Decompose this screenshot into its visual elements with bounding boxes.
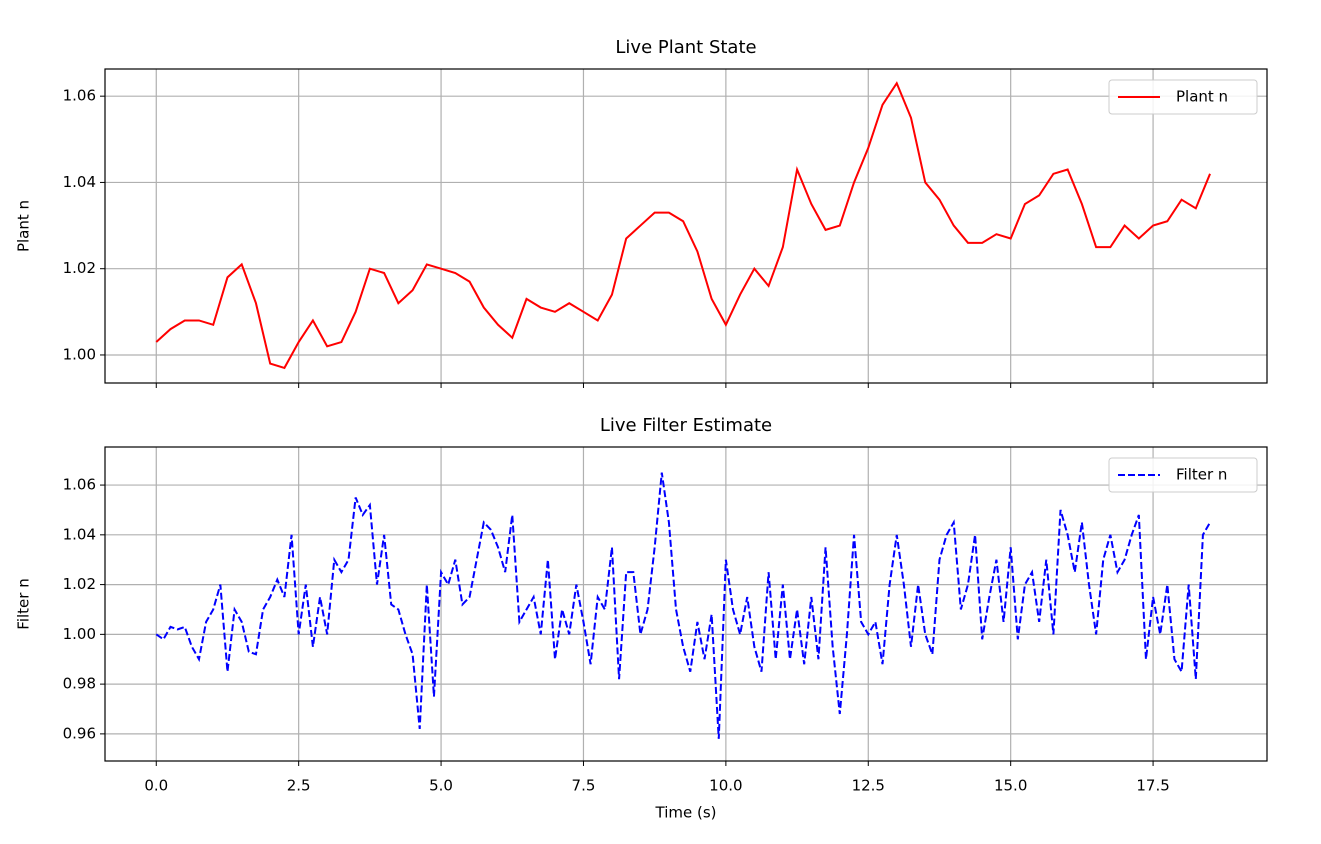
axes-frame [104,68,1268,384]
axes-frame [104,446,1268,762]
y-tick-label: 1.04 [63,525,96,543]
y-axis-label: Filter n [15,578,33,629]
x-tick-label: 12.5 [852,777,885,795]
y-tick-label: 1.06 [63,87,96,105]
legend-box [1108,79,1258,115]
y-tick-label: 1.04 [63,173,96,191]
legend-box [1108,457,1258,493]
y-tick-label: 1.06 [63,476,96,494]
y-axis-label: Plant n [15,200,33,252]
chart-title: Live Plant State [615,37,756,58]
legend-label: Plant n [1176,88,1228,106]
legend-label: Filter n [1176,466,1227,484]
y-tick-label: 1.02 [63,259,96,277]
x-tick-label: 5.0 [429,777,453,795]
y-tick-label: 0.96 [63,724,96,742]
y-tick-label: 1.00 [63,345,96,363]
x-tick-label: 10.0 [709,777,742,795]
x-axis-label: Time (s) [655,804,717,822]
x-tick-label: 2.5 [287,777,311,795]
y-tick-label: 1.02 [63,575,96,593]
x-tick-label: 0.0 [144,777,168,795]
x-tick-label: 7.5 [572,777,596,795]
chart-title: Live Filter Estimate [600,415,772,436]
x-tick-label: 15.0 [994,777,1027,795]
y-tick-label: 0.98 [63,675,96,693]
data-line [155,81,1211,370]
y-tick-label: 1.00 [63,625,96,643]
data-line [155,472,1211,739]
x-tick-label: 17.5 [1136,777,1169,795]
